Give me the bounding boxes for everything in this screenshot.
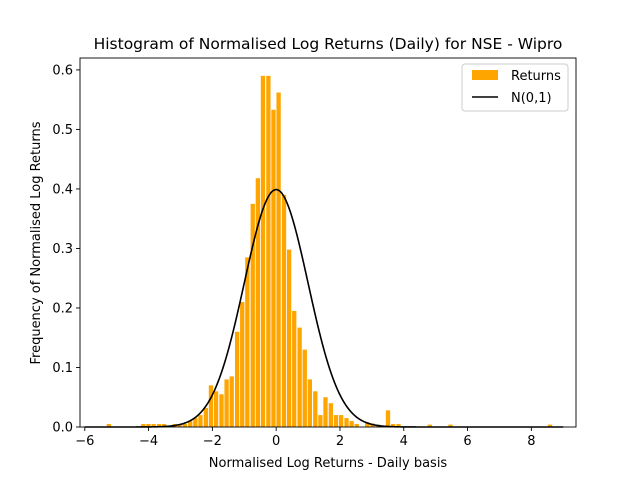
histogram-bar bbox=[141, 424, 146, 427]
histogram-bar bbox=[276, 92, 281, 428]
histogram-bar bbox=[208, 385, 214, 427]
y-axis: 0.0 0.1 0.2 0.3 0.4 0.5 0.6 bbox=[52, 63, 80, 436]
histogram-bar bbox=[365, 422, 370, 427]
histogram-bar bbox=[229, 376, 234, 427]
chart-title: Histogram of Normalised Log Returns (Dai… bbox=[94, 35, 563, 53]
histogram-bar bbox=[448, 424, 453, 427]
histogram-bars bbox=[106, 75, 553, 428]
legend: Returns N(0,1) bbox=[461, 63, 569, 112]
plot-area bbox=[79, 57, 577, 428]
histogram-bar bbox=[161, 424, 167, 427]
histogram-bar bbox=[302, 349, 307, 427]
histogram-bar bbox=[156, 424, 162, 427]
histogram-bar bbox=[328, 403, 334, 427]
histogram-bar bbox=[297, 327, 302, 427]
histogram-bar bbox=[182, 424, 187, 427]
y-tick-label: 0.0 bbox=[52, 421, 73, 436]
histogram-bar bbox=[250, 203, 255, 427]
histogram-bar bbox=[547, 424, 553, 427]
y-tick-label: 0.2 bbox=[52, 301, 73, 316]
x-tick-label: 2 bbox=[336, 434, 344, 449]
axes-frame bbox=[79, 57, 577, 428]
histogram-bar bbox=[323, 397, 328, 427]
histogram-bar bbox=[193, 418, 198, 427]
x-tick-label: −6 bbox=[75, 434, 94, 449]
histogram-bar bbox=[245, 257, 250, 427]
histogram-bar bbox=[354, 424, 359, 427]
histogram-bar bbox=[286, 249, 292, 427]
y-tick-label: 0.6 bbox=[52, 63, 73, 78]
histogram-bar bbox=[333, 415, 339, 427]
x-tick-label: 4 bbox=[400, 434, 408, 449]
histogram-bar bbox=[146, 424, 151, 427]
x-axis: −6 −4 −2 0 2 4 6 8 bbox=[75, 427, 535, 449]
histogram-bar bbox=[198, 415, 203, 427]
x-tick-label: 8 bbox=[527, 434, 535, 449]
x-tick-label: 0 bbox=[272, 434, 280, 449]
normal-curve-line bbox=[84, 188, 564, 428]
histogram-bar bbox=[292, 310, 297, 427]
y-tick-label: 0.3 bbox=[52, 242, 73, 257]
histogram-bar bbox=[349, 421, 354, 427]
histogram-bar bbox=[307, 379, 312, 427]
histogram-bar bbox=[188, 421, 193, 427]
histogram-bar bbox=[219, 394, 224, 427]
histogram-bar bbox=[390, 424, 396, 427]
legend-label-normal: N(0,1) bbox=[511, 91, 552, 106]
histogram-bar bbox=[255, 178, 261, 427]
histogram-bar bbox=[385, 410, 391, 427]
histogram-bar bbox=[260, 75, 266, 428]
histogram-bar bbox=[203, 407, 209, 427]
histogram-bar bbox=[234, 331, 240, 427]
histogram-bar bbox=[396, 424, 401, 427]
histogram-bar bbox=[240, 302, 245, 427]
legend-label-returns: Returns bbox=[511, 69, 561, 84]
histogram-bar bbox=[344, 418, 349, 427]
histogram-bar bbox=[213, 391, 219, 427]
histogram-bar bbox=[151, 424, 156, 427]
x-tick-label: 6 bbox=[463, 434, 471, 449]
y-tick-label: 0.4 bbox=[52, 182, 73, 197]
histogram-bar bbox=[427, 424, 432, 427]
x-tick-label: −4 bbox=[139, 434, 158, 449]
histogram-bar bbox=[106, 424, 112, 427]
y-tick-label: 0.1 bbox=[52, 361, 73, 376]
legend-swatch-returns bbox=[472, 70, 498, 80]
histogram-bar bbox=[224, 379, 229, 427]
histogram-bar bbox=[313, 391, 318, 427]
y-tick-label: 0.5 bbox=[52, 123, 73, 138]
histogram-bar bbox=[318, 415, 323, 427]
x-tick-label: −2 bbox=[203, 434, 222, 449]
histogram-bar bbox=[281, 194, 287, 427]
histogram-bar bbox=[271, 109, 276, 428]
x-axis-label: Normalised Log Returns - Daily basis bbox=[209, 456, 448, 471]
histogram-bar bbox=[338, 415, 344, 427]
histogram-bar bbox=[177, 424, 182, 427]
y-axis-label: Frequency of Normalised Log Returns bbox=[29, 121, 44, 364]
histogram-bar bbox=[266, 75, 271, 428]
